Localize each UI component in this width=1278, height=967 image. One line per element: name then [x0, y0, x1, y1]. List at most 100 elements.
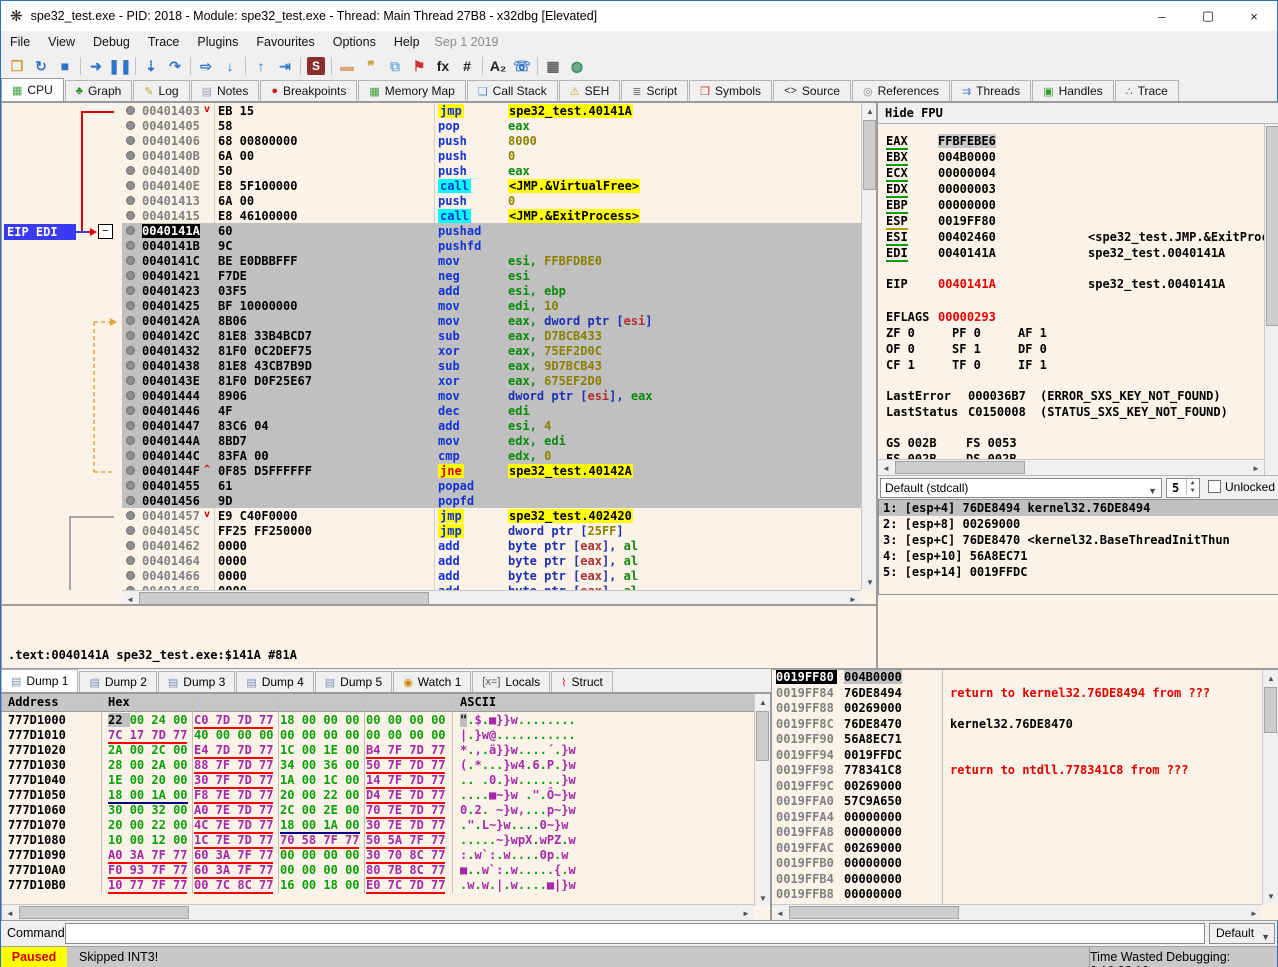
stack-row[interactable]: 0019FFB400000000	[772, 872, 1278, 888]
disasm-row[interactable]: 004014660000addbyte ptr [eax], al	[122, 568, 861, 583]
stack-argument-row[interactable]: 1: [esp+4] 76DE8494 kernel32.76DE8494	[879, 500, 1278, 516]
tab-dump-5[interactable]: ▤Dump 5	[315, 671, 392, 692]
run-to-user-code-icon[interactable]: ⇥	[273, 55, 297, 77]
argument-count-stepper[interactable]: 5 ▲▼	[1166, 478, 1200, 498]
scroll-left-arrow[interactable]: ◄	[878, 460, 894, 476]
tab-source[interactable]: <>Source	[773, 80, 851, 101]
stack-hscrollbar[interactable]: ◄ ►	[772, 904, 1262, 920]
step-down-icon[interactable]: ↓	[218, 55, 242, 77]
unlocked-checkbox[interactable]: Unlocked	[1208, 480, 1275, 494]
disasm-row[interactable]: 004014136A 00push0	[122, 193, 861, 208]
close-button[interactable]: ×	[1231, 1, 1277, 31]
breakpoint-dot[interactable]	[126, 301, 135, 310]
scroll-right-arrow[interactable]: ►	[1246, 905, 1262, 921]
step-into-icon[interactable]: ⇣	[139, 55, 163, 77]
tab-memory-map[interactable]: ▦Memory Map	[358, 80, 465, 101]
menu-favourites[interactable]: Favourites	[247, 33, 323, 51]
breakpoint-dot[interactable]	[126, 331, 135, 340]
open-file-icon[interactable]: ❐	[5, 55, 29, 77]
dump-vscroll-thumb[interactable]	[756, 711, 769, 761]
hide-fpu-button[interactable]: Hide FPU	[878, 103, 1278, 124]
disasm-row[interactable]: 0040141A60pushad	[122, 223, 861, 238]
breakpoint-dot[interactable]	[126, 211, 135, 220]
patch-bytes-icon[interactable]: ▬	[335, 55, 359, 77]
stack-row[interactable]: 0019FF8476DE8494return to kernel32.76DE8…	[772, 686, 1278, 702]
breakpoint-dot[interactable]	[126, 466, 135, 475]
breakpoint-dot[interactable]	[126, 271, 135, 280]
strings-icon[interactable]: A₂	[486, 55, 510, 77]
patches-icon[interactable]: S	[304, 55, 328, 77]
flag-zf[interactable]: ZF 0	[886, 326, 915, 340]
tab-dump-1[interactable]: ▤Dump 1	[1, 669, 78, 692]
disasm-row[interactable]: 0040145CFF25 FF250000jmpdword ptr [25FF]	[122, 523, 861, 538]
disasm-vscrollbar[interactable]: ▲ ▼	[861, 103, 877, 590]
register-row[interactable]: EBP00000000	[878, 198, 1278, 214]
disasm-row[interactable]: 004014569Dpopfd	[122, 493, 861, 508]
hex-dump-row[interactable]: 777D10107C 17 7D 7740 00 00 0000 00 00 0…	[2, 728, 754, 743]
tab-cpu[interactable]: ▦CPU	[1, 78, 64, 101]
hex-dump-row[interactable]: 777D105018 00 1A 00F8 7E 7D 7720 00 22 0…	[2, 788, 754, 803]
scroll-right-arrow[interactable]: ►	[1248, 460, 1264, 476]
breakpoint-dot[interactable]	[126, 406, 135, 415]
scroll-right-arrow[interactable]: ►	[738, 905, 754, 921]
disasm-row[interactable]: 0040140668 00800000push8000	[122, 133, 861, 148]
stack-row[interactable]: 0019FF9056A8EC71	[772, 732, 1278, 748]
breakpoint-dot[interactable]	[126, 226, 135, 235]
breakpoint-dot[interactable]	[126, 451, 135, 460]
breakpoint-dot[interactable]	[126, 166, 135, 175]
tab-locals[interactable]: [x=]Locals	[472, 671, 550, 692]
tab-log[interactable]: ✎Log	[133, 80, 189, 101]
disasm-row[interactable]: 0040143881E8 43CB7B9Dsubeax, 9D7BCB43	[122, 358, 861, 373]
crc-icon[interactable]: #	[455, 55, 479, 77]
breakpoint-dot[interactable]	[126, 556, 135, 565]
stack-row[interactable]: 0019FFB000000000	[772, 856, 1278, 872]
checkbox-icon[interactable]	[1208, 480, 1221, 493]
tab-dump-4[interactable]: ▤Dump 4	[236, 671, 313, 692]
scroll-down-arrow[interactable]: ▼	[862, 574, 877, 590]
run-icon[interactable]: ➜	[84, 55, 108, 77]
disasm-row[interactable]: 00401425BF 10000000movedi, 10	[122, 298, 861, 313]
hex-dump-row[interactable]: 777D103028 00 2A 0088 7F 7D 7734 00 36 0…	[2, 758, 754, 773]
scroll-left-arrow[interactable]: ◄	[772, 905, 788, 921]
register-row[interactable]: ECX00000004	[878, 166, 1278, 182]
scroll-up-arrow[interactable]: ▲	[1263, 670, 1278, 686]
flag-df[interactable]: DF 0	[1018, 342, 1047, 356]
breakpoint-dot[interactable]	[126, 316, 135, 325]
breakpoint-dot[interactable]	[126, 421, 135, 430]
disasm-row[interactable]: 00401415E8 46100000call<JMP.&ExitProcess…	[122, 208, 861, 223]
breakpoint-dot[interactable]	[126, 361, 135, 370]
stack-row[interactable]: 0019FFA800000000	[772, 825, 1278, 841]
breakpoint-dot[interactable]	[126, 151, 135, 160]
command-profile-select[interactable]: Default ▼	[1209, 923, 1275, 944]
tab-handles[interactable]: ▣Handles	[1032, 80, 1113, 101]
tab-dump-2[interactable]: ▤Dump 2	[79, 671, 156, 692]
breakpoint-dot[interactable]	[126, 376, 135, 385]
step-over-icon[interactable]: ↷	[163, 55, 187, 77]
scroll-down-arrow[interactable]: ▼	[755, 890, 771, 906]
breakpoint-dot[interactable]	[126, 481, 135, 490]
tab-seh[interactable]: ⚠SEH	[559, 80, 621, 101]
hex-dump-row[interactable]: 777D10B010 77 7F 7700 7C 8C 7716 00 18 0…	[2, 878, 754, 893]
scroll-left-arrow[interactable]: ◄	[122, 591, 138, 605]
pause-icon[interactable]: ❚❚	[108, 55, 132, 77]
tab-breakpoints[interactable]: ●Breakpoints	[260, 80, 357, 101]
stop-icon[interactable]: ■	[53, 55, 77, 77]
stack-row[interactable]: 0019FF8800269000	[772, 701, 1278, 717]
menu-options[interactable]: Options	[324, 33, 385, 51]
tab-trace[interactable]: ∴Trace	[1115, 80, 1179, 101]
stack-pane[interactable]: 0019FF80004B00000019FF8476DE8494return t…	[771, 669, 1278, 921]
disasm-row[interactable]: 0040143E81F0 D0F25E67xoreax, 675EF2D0	[122, 373, 861, 388]
calling-convention-select[interactable]: Default (stdcall) ▼	[880, 478, 1162, 498]
flag-cf[interactable]: CF 1	[886, 358, 915, 372]
breakpoint-dot[interactable]	[126, 121, 135, 130]
register-row[interactable]: EDI0040141Aspe32_test.0040141A	[878, 246, 1278, 262]
register-row[interactable]: EFLAGS00000293	[878, 310, 1278, 326]
globe-icon[interactable]: ◍	[565, 55, 589, 77]
restart-icon[interactable]: ↻	[29, 55, 53, 77]
execute-till-return-icon[interactable]: ↑	[249, 55, 273, 77]
bookmarks-icon[interactable]: ⚑	[407, 55, 431, 77]
dump-hscroll-thumb[interactable]	[19, 906, 189, 919]
hex-dump-row[interactable]: 777D10202A 00 2C 00E4 7D 7D 771C 00 1E 0…	[2, 743, 754, 758]
hex-dump-row[interactable]: 777D1090A0 3A 7F 7760 3A 7F 7700 00 00 0…	[2, 848, 754, 863]
breakpoint-dot[interactable]	[126, 196, 135, 205]
